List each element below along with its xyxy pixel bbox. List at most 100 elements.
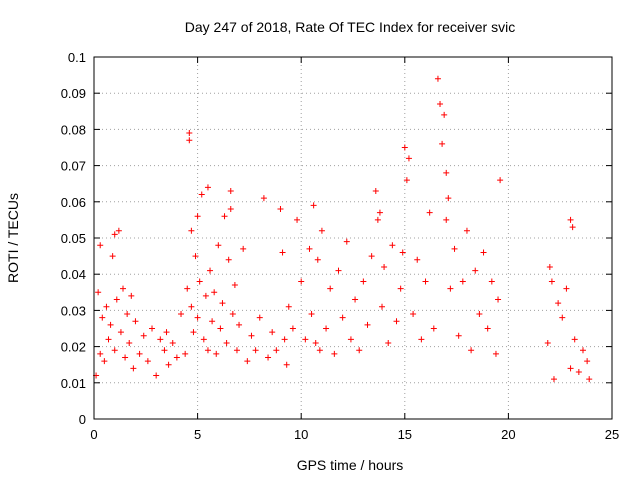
y-tick-label: 0.1: [68, 50, 86, 65]
data-point: [115, 227, 122, 234]
data-point: [437, 101, 444, 108]
data-point: [495, 296, 502, 303]
data-point: [418, 336, 425, 343]
data-point: [443, 216, 450, 223]
data-point: [422, 278, 429, 285]
data-point: [111, 231, 118, 238]
y-tick-label: 0.08: [61, 122, 86, 137]
data-point: [281, 336, 288, 343]
data-point: [579, 347, 586, 354]
data-point: [99, 314, 106, 321]
y-axis-label: ROTI / TECUs: [5, 193, 21, 283]
data-point: [302, 336, 309, 343]
data-point: [217, 325, 224, 332]
data-point: [196, 278, 203, 285]
data-point: [447, 285, 454, 292]
data-point: [277, 206, 284, 213]
plot-frame: [93, 56, 613, 420]
data-point: [157, 336, 164, 343]
data-point: [221, 213, 228, 220]
data-point: [569, 224, 576, 231]
data-point: [144, 358, 151, 365]
data-point: [248, 332, 255, 339]
y-tick-label: 0.01: [61, 376, 86, 391]
data-point: [173, 354, 180, 361]
data-point: [335, 267, 342, 274]
data-point: [252, 347, 259, 354]
data-point: [368, 253, 375, 260]
data-point: [379, 303, 386, 310]
data-point: [374, 216, 381, 223]
data-point: [207, 267, 214, 274]
data-point: [484, 325, 491, 332]
data-point: [194, 314, 201, 321]
data-point: [209, 318, 216, 325]
y-tick-label: 0.03: [61, 303, 86, 318]
data-point: [117, 329, 124, 336]
y-tick-label: 0: [79, 412, 86, 427]
data-point: [161, 347, 168, 354]
data-point: [227, 187, 234, 194]
data-point: [244, 358, 251, 365]
data-point: [376, 209, 383, 216]
data-point: [306, 245, 313, 252]
data-point: [310, 202, 317, 209]
data-point: [294, 216, 301, 223]
data-point: [559, 314, 566, 321]
data-point: [563, 285, 570, 292]
y-tick-label: 0.04: [61, 267, 86, 282]
data-point: [153, 372, 160, 379]
data-point: [165, 361, 172, 368]
data-point: [323, 325, 330, 332]
data-point: [204, 184, 211, 191]
data-point: [372, 187, 379, 194]
y-tick-label: 0.02: [61, 340, 86, 355]
x-axis-label: GPS time / hours: [297, 457, 404, 473]
data-point: [140, 332, 147, 339]
data-point: [169, 339, 176, 346]
data-point: [468, 347, 475, 354]
data-point: [128, 292, 135, 299]
data-point: [397, 285, 404, 292]
data-point: [289, 325, 296, 332]
data-point: [393, 318, 400, 325]
data-point: [190, 329, 197, 336]
x-tick-label: 5: [194, 427, 201, 442]
data-point: [120, 285, 127, 292]
data-point: [327, 285, 334, 292]
data-point: [109, 253, 116, 260]
data-point: [202, 292, 209, 299]
data-point: [260, 195, 267, 202]
data-point: [586, 376, 593, 383]
data-point: [571, 336, 578, 343]
data-point: [405, 155, 412, 162]
data-point: [240, 245, 247, 252]
data-point: [269, 329, 276, 336]
data-point: [113, 296, 120, 303]
data-point: [389, 242, 396, 249]
data-point: [441, 111, 448, 118]
data-point: [105, 336, 112, 343]
data-point: [256, 314, 263, 321]
data-point: [451, 245, 458, 252]
axis-ticks: 0 0.01 0.02 0.03 0.04 0.05 0.06 0.07 0.08 0.09 0.1…: [61, 50, 620, 442]
data-point: [312, 339, 319, 346]
data-points: [93, 75, 593, 383]
data-point: [443, 169, 450, 176]
data-point: [459, 278, 466, 285]
data-point: [225, 256, 232, 263]
data-point: [352, 296, 359, 303]
data-point: [103, 303, 110, 310]
data-point: [211, 289, 218, 296]
data-point: [548, 278, 555, 285]
data-point: [233, 347, 240, 354]
data-point: [198, 191, 205, 198]
data-point: [403, 177, 410, 184]
data-point: [130, 365, 137, 372]
data-point: [97, 350, 104, 357]
data-point: [385, 339, 392, 346]
data-point: [101, 358, 108, 365]
grid-lines: [94, 57, 612, 419]
